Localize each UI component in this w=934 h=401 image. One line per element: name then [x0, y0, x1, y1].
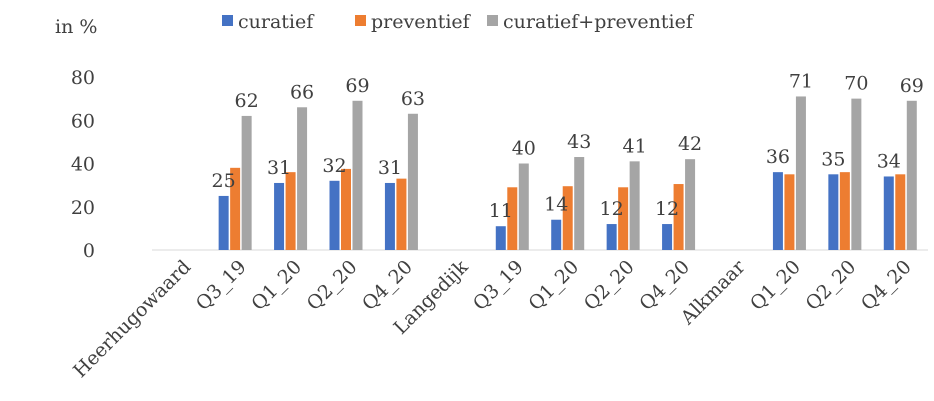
bar-1-7	[562, 186, 573, 250]
y-tick-label: 0	[83, 240, 95, 262]
y-tick-label: 20	[71, 197, 95, 219]
bar-1-11	[784, 174, 795, 250]
y-tick-label: 40	[71, 154, 95, 176]
legend: curatief preventief curatief+preventief	[222, 11, 695, 33]
data-label: 12	[600, 198, 624, 220]
data-label: 14	[544, 194, 568, 216]
bar-2-4	[407, 113, 418, 250]
x-category-label: Q1_20	[524, 256, 583, 315]
data-label: 12	[655, 198, 679, 220]
bar-2-9	[685, 159, 696, 250]
y-axis: 0 20 40 60 80	[71, 67, 95, 262]
x-category-label: Q2_20	[801, 256, 860, 315]
bar-0-4	[384, 182, 395, 250]
data-label: 35	[821, 148, 845, 170]
bar-2-13	[906, 100, 917, 250]
data-label: 11	[489, 200, 513, 222]
bar-2-6	[518, 163, 529, 250]
legend-label-2: curatief+preventief	[503, 11, 695, 33]
data-label: 31	[378, 157, 402, 179]
y-axis-label: in %	[55, 16, 97, 38]
bar-0-1	[218, 195, 229, 250]
data-label: 41	[623, 135, 647, 157]
y-tick-label: 60	[71, 110, 95, 132]
bar-2-2	[297, 107, 308, 251]
bar-2-3	[352, 100, 363, 250]
legend-swatch-0	[222, 15, 233, 26]
bar-0-6	[495, 226, 506, 250]
bar-1-13	[895, 174, 906, 250]
data-label: 66	[290, 81, 314, 103]
data-label: 70	[844, 73, 868, 95]
data-label: 36	[766, 146, 790, 168]
x-category-label: Q2_20	[303, 256, 362, 315]
data-label: 40	[512, 138, 536, 160]
x-category-label: Q1_20	[247, 256, 306, 315]
legend-swatch-1	[355, 15, 366, 26]
data-label: 63	[401, 88, 425, 110]
bar-0-8	[606, 224, 617, 250]
bar-0-11	[772, 172, 783, 250]
bar-1-6	[507, 187, 518, 250]
data-label: 43	[567, 131, 591, 153]
x-category-label: Q2_20	[580, 256, 639, 315]
x-category-label: Q3_19	[192, 256, 251, 315]
data-label: 42	[678, 133, 702, 155]
bar-2-1	[241, 115, 252, 250]
bar-1-8	[618, 187, 629, 250]
bar-1-2	[285, 172, 296, 250]
data-label: 69	[900, 75, 924, 97]
bar-0-2	[274, 182, 285, 250]
data-label: 62	[235, 90, 259, 112]
data-labels: 25 62 31 66 32 69 31 63 11 40 14 43 12 41 12 42 36 71 35 70…	[212, 70, 924, 222]
bar-0-12	[828, 174, 839, 250]
bars	[218, 96, 917, 251]
x-axis: HeerhugowaardQ3_19Q1_20Q2_20Q4_20Langedi…	[69, 255, 916, 382]
data-label: 32	[322, 155, 346, 177]
bar-1-1	[230, 167, 241, 250]
x-category-label: Q4_20	[857, 256, 916, 315]
bar-0-9	[662, 224, 673, 250]
bar-1-12	[839, 172, 850, 250]
x-category-label: Heerhugowaard	[69, 256, 195, 382]
bar-2-7	[574, 157, 585, 250]
bar-2-8	[629, 161, 640, 250]
bar-1-3	[341, 168, 351, 250]
legend-label-1: preventief	[371, 11, 472, 33]
bar-0-3	[329, 180, 340, 250]
bar-0-7	[551, 219, 562, 250]
data-label: 31	[267, 157, 291, 179]
bar-1-9	[673, 184, 684, 250]
bar-2-12	[851, 98, 862, 250]
bar-1-4	[396, 178, 407, 250]
x-category-label: Q3_19	[469, 256, 528, 315]
y-tick-label: 80	[71, 67, 95, 89]
data-label: 71	[789, 70, 813, 92]
x-category-label: Q1_20	[746, 256, 805, 315]
legend-swatch-2	[487, 15, 498, 26]
bar-0-13	[883, 176, 894, 250]
data-label: 34	[877, 150, 901, 172]
legend-label-0: curatief	[238, 11, 315, 33]
bar-2-11	[795, 96, 806, 251]
data-label: 69	[345, 75, 369, 97]
data-label: 25	[212, 170, 236, 192]
